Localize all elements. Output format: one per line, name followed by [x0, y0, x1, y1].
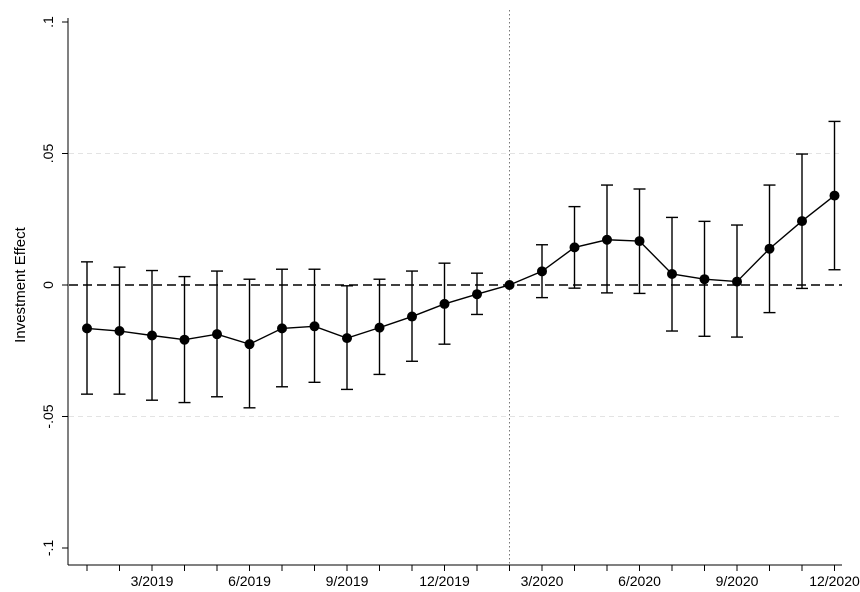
x-tick-label: 3/2020 — [521, 573, 564, 589]
data-point — [407, 311, 417, 322]
estimate-line — [86, 195, 835, 345]
data-point — [667, 268, 677, 279]
confidence-intervals — [81, 120, 841, 409]
data-point — [82, 323, 92, 334]
y-tick-label: .05 — [40, 144, 56, 164]
y-tick-label: 0 — [40, 281, 56, 289]
data-point — [374, 322, 385, 333]
data-point — [309, 321, 320, 332]
data-point — [634, 236, 645, 247]
data-point — [797, 216, 807, 227]
data-point — [114, 326, 125, 337]
data-point — [537, 266, 547, 277]
axes — [67, 18, 842, 566]
x-tick-label: 12/2020 — [809, 573, 860, 589]
data-point — [602, 234, 612, 245]
x-ticks: 3/2019 6/2019 9/2019 12/2019 3/2020 6/2020 9/2… — [86, 565, 860, 589]
data-point — [212, 329, 222, 340]
x-tick-label: 6/2020 — [618, 573, 661, 589]
y-axis-title: Investment Effect — [12, 226, 29, 342]
data-point — [569, 242, 580, 253]
x-tick-label: 3/2019 — [131, 573, 174, 589]
y-tick-label: -.05 — [40, 404, 56, 428]
series-line — [86, 195, 835, 345]
y-tick-label: .1 — [40, 16, 56, 28]
data-point — [244, 339, 255, 350]
x-tick-label: 9/2020 — [716, 573, 759, 589]
data-point — [699, 274, 710, 285]
x-tick-label: 12/2019 — [419, 573, 470, 589]
data-point — [732, 276, 742, 287]
x-tick-label: 6/2019 — [228, 573, 271, 589]
data-point — [829, 190, 840, 201]
data-point — [504, 280, 515, 290]
data-point — [179, 334, 190, 345]
data-point — [277, 323, 287, 334]
data-point — [764, 243, 775, 254]
y-gridlines — [69, 153, 842, 417]
series-points — [82, 190, 840, 350]
data-point — [147, 330, 157, 341]
y-tick-label: -.1 — [40, 540, 56, 557]
y-ticks: .1 .05 0 -.05 -.1 — [40, 16, 68, 556]
data-point — [472, 289, 482, 300]
data-point — [439, 298, 450, 309]
x-tick-label: 9/2019 — [326, 573, 369, 589]
data-point — [342, 333, 352, 344]
